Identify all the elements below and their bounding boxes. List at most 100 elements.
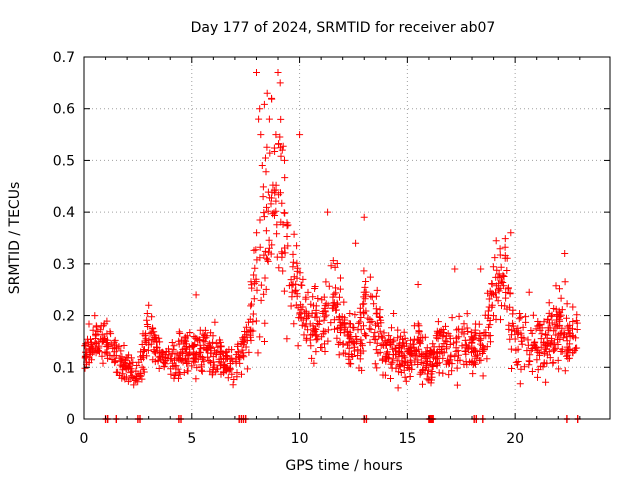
data-point [460,320,468,328]
data-point [210,358,218,366]
data-point [495,270,503,278]
data-point [167,365,175,373]
data-point [346,328,354,336]
data-point [442,332,450,340]
data-point [415,329,423,337]
data-point [151,331,159,339]
data-point [98,352,106,360]
y-tick-label: 0.1 [53,360,75,376]
data-point [360,267,368,275]
data-point [514,324,522,332]
data-point [191,358,199,366]
data-point [265,236,273,244]
data-point [247,336,255,344]
data-point [318,296,326,304]
data-point [216,348,224,356]
data-point [525,357,533,365]
data-point [204,353,212,361]
data-point [472,331,480,339]
data-point [468,333,476,341]
data-point [88,344,96,352]
data-point [314,295,322,302]
data-point [309,293,317,301]
data-point [262,254,270,262]
data-point [212,368,220,376]
data-point [287,276,295,284]
data-point [512,358,520,366]
data-point [381,337,389,345]
data-point [347,360,355,368]
data-point [360,300,368,308]
data-point [456,356,464,364]
data-point [280,287,288,295]
data-point [532,325,540,333]
data-point [332,284,339,292]
data-point [390,310,398,317]
data-point [330,316,338,324]
y-tick-label: 0.4 [53,205,75,221]
data-point [455,312,463,320]
data-point [292,286,300,294]
data-point [366,338,374,346]
data-point [556,316,563,324]
data-point [469,336,477,344]
peak-point [296,131,304,139]
data-point [257,281,265,289]
data-point [508,331,515,339]
y-tick-label: 0.7 [53,50,75,66]
data-point [143,316,151,324]
data-point [228,370,236,378]
data-point [182,343,190,350]
data-point [426,358,434,366]
data-point [252,317,260,325]
data-point [394,384,402,392]
data-point [489,263,497,271]
data-point [336,293,343,301]
data-point [433,348,441,356]
data-point [483,343,491,351]
data-point [472,320,480,328]
data-point [138,363,146,371]
data-point [243,365,251,373]
data-point [112,352,120,360]
data-point [196,348,204,356]
data-point [276,133,284,141]
data-point [563,352,570,360]
data-point [275,264,283,272]
data-point [226,364,234,372]
data-point [434,318,442,326]
data-point [312,348,320,356]
data-point [400,366,408,374]
data-point [143,310,151,317]
data-point [260,209,268,217]
data-point [498,277,505,285]
data-point [266,149,274,157]
data-point [89,326,97,334]
data-point [340,298,348,306]
data-point [199,330,207,338]
data-point [333,299,341,307]
data-point [499,279,507,286]
data-point [354,326,362,334]
data-point [464,328,472,335]
data-point [315,317,323,325]
data-point [506,289,514,297]
data-point [473,351,481,359]
data-point [262,168,270,176]
data-point [536,351,543,359]
data-point [176,330,184,337]
data-point [125,359,133,367]
data-point [112,368,120,376]
data-point [168,350,176,358]
data-point [470,348,477,355]
data-point [265,248,273,256]
data-point [392,364,400,372]
data-point [81,354,89,362]
data-points [81,69,581,423]
data-point [333,260,341,267]
data-point [260,213,268,221]
data-point [377,316,385,324]
data-point [373,339,381,347]
data-point [224,374,232,382]
data-point [491,254,499,262]
